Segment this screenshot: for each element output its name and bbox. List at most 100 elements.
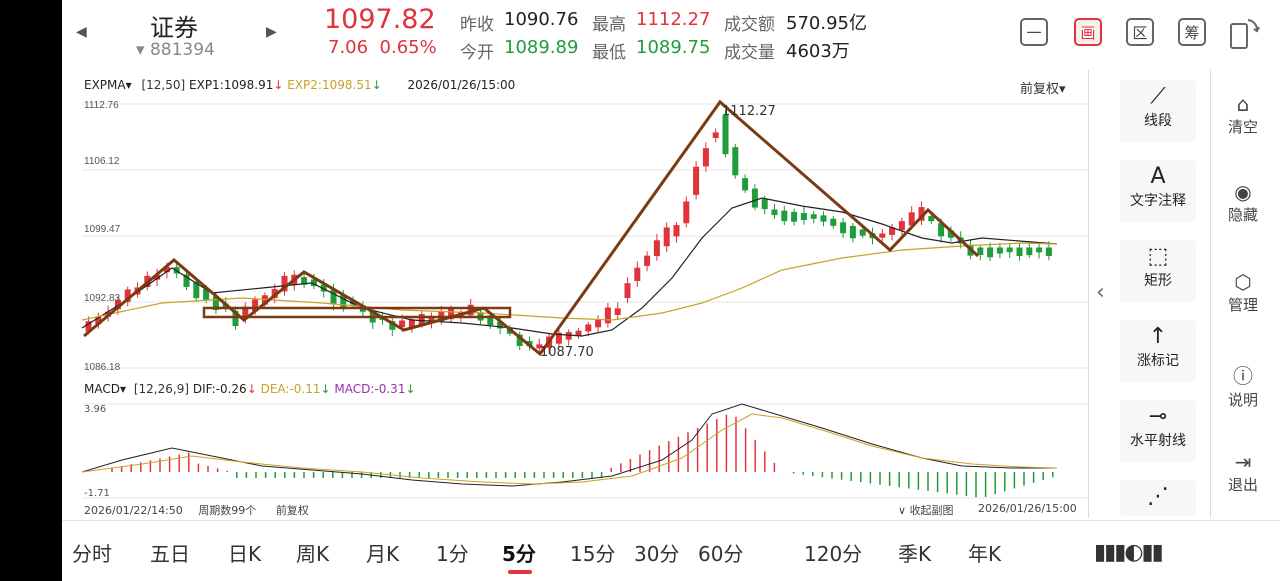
high-value: 1112.27	[636, 9, 711, 30]
stock-code-selector[interactable]: ▾ 881394	[136, 40, 215, 60]
low-value: 1089.75	[636, 37, 711, 58]
more-tool-icon: ⋰	[1147, 484, 1169, 509]
period-tab-3[interactable]: 周K	[296, 542, 330, 566]
up-arrow-icon: ↑	[1148, 324, 1168, 349]
footer-adjust: 前复权	[275, 504, 309, 517]
draw-tool-label: 画	[1080, 23, 1096, 42]
collapse-tools-chevron-icon[interactable]: ‹	[1096, 280, 1105, 305]
manage-label: 管理	[1227, 296, 1258, 314]
exit-button[interactable]: ⇥ 退出	[1220, 450, 1266, 495]
period-bar-divider	[62, 520, 1280, 521]
dea-value: DEA:-0.11	[260, 382, 321, 396]
period-tab-2[interactable]: 日K	[228, 542, 262, 566]
candle-body	[879, 233, 886, 238]
tool-panel-divider	[1088, 70, 1089, 518]
y-tick-2: 1106.12	[84, 156, 120, 167]
candle-body	[693, 166, 700, 195]
range-tool-button[interactable]: 区	[1126, 18, 1154, 46]
exit-icon: ⇥	[1234, 450, 1252, 474]
candle-body	[800, 213, 807, 220]
macd-params: [12,26,9]	[133, 382, 190, 396]
grid-lines	[82, 103, 1088, 369]
exp1-value: EXP1:1098.91	[189, 78, 274, 92]
period-tab-1[interactable]: 五日	[150, 542, 190, 566]
period-tab-12[interactable]: 年K	[968, 542, 1002, 566]
footer-start-time: 2026/01/22/14:50	[84, 504, 183, 517]
help-label: 说明	[1227, 391, 1258, 409]
candle-body	[781, 210, 788, 222]
candle-body	[536, 344, 543, 349]
adjust-selector[interactable]: 前复权▾	[1020, 82, 1066, 97]
candle-body	[987, 247, 994, 258]
candle-body	[712, 132, 719, 139]
period-tab-5[interactable]: 1分	[436, 542, 469, 566]
indicator-selector[interactable]: EXPMA▾	[84, 78, 132, 92]
dea-line	[82, 413, 1058, 485]
manage-button[interactable]: ⬡ 管理	[1220, 270, 1266, 315]
period-tab-11[interactable]: 季K	[898, 542, 932, 566]
next-arrow-right-icon[interactable]: ▶	[266, 24, 277, 40]
chip-tool-label: 筹	[1184, 23, 1200, 42]
volume-value: 4603万	[786, 41, 850, 62]
period-tab-4[interactable]: 月K	[366, 542, 400, 566]
help-button[interactable]: ⓘ 说明	[1220, 360, 1266, 410]
y-axis-labels: 1112.76 1106.12 1099.47 1092.83 1086.18	[84, 100, 121, 373]
period-tab-0[interactable]: 分时	[72, 542, 112, 566]
price-change: 7.06 0.65%	[328, 37, 437, 58]
candle-body	[761, 199, 768, 210]
candle-body	[722, 114, 729, 155]
prev-close-label: 昨收	[460, 15, 494, 35]
trend-drawing-left	[83, 258, 485, 338]
open-value: 1089.89	[504, 37, 579, 58]
help-icon: ⓘ	[1233, 364, 1253, 388]
hide-label: 隐藏	[1227, 206, 1258, 224]
hide-button[interactable]: ◉ 隐藏	[1220, 180, 1266, 225]
tool-horizontal-ray[interactable]: ⊸ 水平射线	[1120, 400, 1196, 462]
macd-selector[interactable]: MACD▾	[84, 382, 127, 396]
period-tab-6[interactable]: 5分	[502, 538, 536, 574]
candle-body	[791, 211, 798, 222]
candle-body	[1036, 247, 1043, 253]
tool-rectangle[interactable]: ⬚ 矩形	[1120, 240, 1196, 302]
main-kline-chart[interactable]: 1112.76 1106.12 1099.47 1092.83 1086.18 …	[82, 98, 1088, 374]
tool-line-segment[interactable]: ⟋ 线段	[1120, 80, 1196, 142]
period-tab-8[interactable]: 30分	[634, 542, 680, 566]
candle-body	[889, 227, 896, 235]
back-arrow-left-icon[interactable]: ◀	[76, 24, 87, 40]
draw-tool-button[interactable]: 画	[1074, 18, 1102, 46]
dif-line	[82, 403, 1057, 487]
tool-label: 水平射线	[1130, 433, 1186, 449]
candle-body	[732, 147, 739, 176]
period-tab-10[interactable]: 120分	[804, 542, 863, 566]
macd-y-bottom: -1.71	[84, 488, 110, 499]
macd-name: MACD	[84, 382, 120, 396]
line-tool-button[interactable]: 一	[1020, 18, 1048, 46]
y-tick-5: 1086.18	[84, 362, 121, 373]
macd-chart[interactable]: 3.96 -1.71	[82, 400, 1088, 500]
tool-label: 线段	[1144, 113, 1172, 129]
macd-y-top: 3.96	[84, 404, 106, 415]
ema-fast-line	[82, 197, 1058, 337]
rotate-screen-icon[interactable]	[1228, 16, 1260, 54]
tool-up-marker[interactable]: ↑ 涨标记	[1120, 320, 1196, 382]
candle-body	[653, 240, 660, 257]
clear-button[interactable]: ⌂ 清空	[1220, 92, 1266, 137]
period-tab-9[interactable]: 60分	[698, 542, 744, 566]
candle-body	[281, 275, 288, 292]
tool-label: 矩形	[1144, 273, 1172, 289]
tool-more[interactable]: ⋰	[1120, 480, 1196, 516]
candle-body	[555, 332, 562, 344]
turnover-label: 成交额	[724, 15, 775, 35]
tool-text-annotation[interactable]: A 文字注释	[1120, 160, 1196, 222]
candle-body	[673, 225, 680, 237]
candle-body	[771, 209, 778, 216]
gear-icon: ⬡	[1234, 270, 1252, 294]
high-price-marker: 1112.27	[722, 104, 776, 119]
period-tab-7[interactable]: 15分	[570, 542, 616, 566]
horizontal-ray-icon: ⊸	[1148, 404, 1168, 429]
candle-body	[996, 247, 1003, 254]
chip-tool-button[interactable]: 筹	[1178, 18, 1206, 46]
collapse-subchart-button[interactable]: ∨ 收起副图	[898, 504, 954, 517]
more-settings-icon[interactable]: ▮▮▮◐▮▮	[1094, 540, 1164, 565]
dif-value: DIF:-0.26	[192, 382, 247, 396]
